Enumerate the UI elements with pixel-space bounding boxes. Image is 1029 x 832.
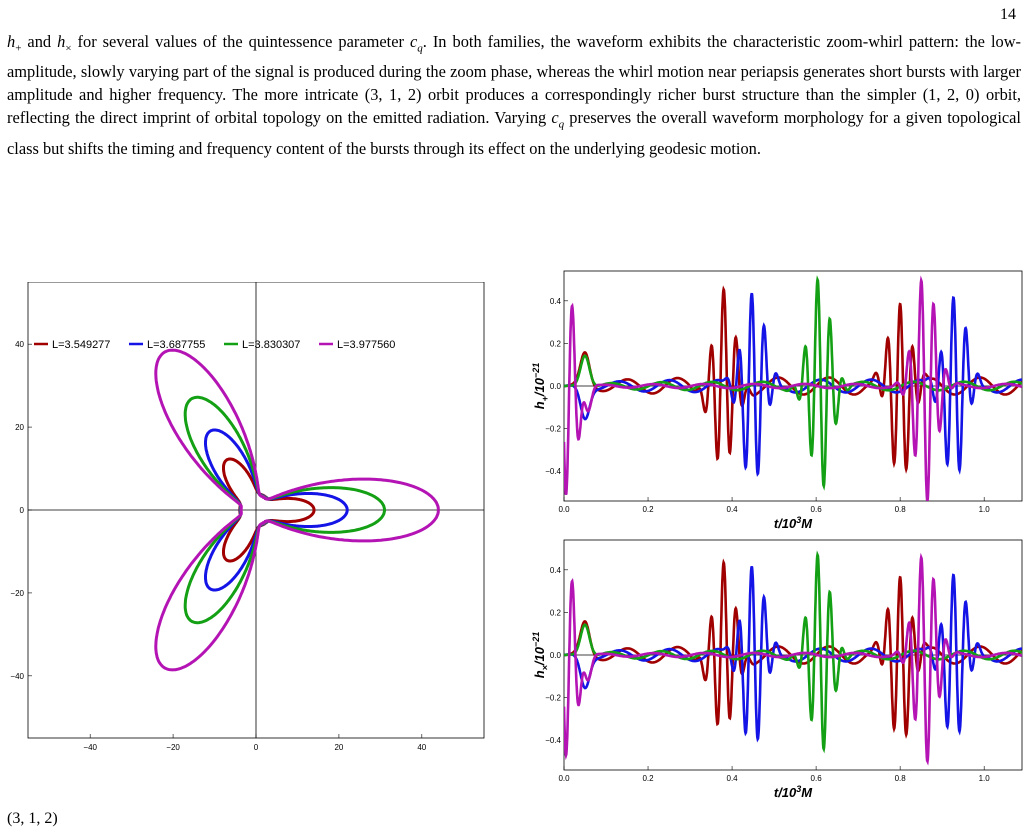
- figure-caption-fragment: (3, 1, 2): [7, 810, 58, 827]
- waveform-series-group: [564, 550, 1022, 766]
- orbit-y-tick-label: −40: [10, 672, 24, 681]
- waveform-x-axis-label: t/103M: [774, 784, 813, 800]
- waveform-x-tick-label: 0.2: [642, 774, 654, 783]
- waveform-y-tick-label: 0.2: [550, 608, 562, 617]
- orbit-series-group: [154, 348, 440, 672]
- orbit-x-tick-label: −40: [83, 743, 97, 752]
- legend-entry: L=3.549277: [52, 339, 110, 351]
- paragraph-segment: q: [558, 118, 565, 131]
- legend-entry: L=3.687755: [147, 339, 205, 351]
- orbit-x-tick-label: 0: [254, 743, 259, 752]
- waveform-y-tick-label: 0.2: [550, 339, 562, 348]
- orbit-x-tick-label: −20: [166, 743, 180, 752]
- orbit-x-tick-label: 40: [417, 743, 426, 752]
- waveform-x-tick-label: 0.4: [727, 774, 739, 783]
- waveform-series-4: [564, 552, 1022, 766]
- waveform-y-tick-label: −0.4: [545, 467, 561, 476]
- orbit-y-tick-label: 20: [15, 423, 24, 432]
- legend-entry: L=3.830307: [242, 339, 300, 351]
- waveform-x-tick-label: 0.0: [558, 505, 570, 514]
- orbit-y-tick-label: 40: [15, 340, 24, 349]
- waveform-x-axis-label: t/103M: [774, 515, 813, 531]
- paragraph-segment: preserves the overall waveform morpholog…: [7, 108, 1021, 158]
- waveform-y-tick-label: −0.2: [545, 694, 561, 703]
- waveform-series-4: [564, 275, 1022, 501]
- waveform-x-tick-label: 0.4: [727, 505, 739, 514]
- orbit-plot: −40 −20 0 20 40 −40 −20 0 20 40 L=3.549277 L=3.6877…: [10, 282, 485, 752]
- waveform-x-tick-label: 0.8: [895, 774, 907, 783]
- paragraph-segment: for several values of the quintessence p…: [71, 32, 410, 51]
- waveform-x-tick-label: 1.0: [979, 774, 991, 783]
- waveform-y-axis-label: h×/10−21: [531, 632, 550, 679]
- waveform-y-tick-label: −0.4: [545, 736, 561, 745]
- waveform-y-tick-label: −0.2: [545, 425, 561, 434]
- waveform-y-tick-label: 0.0: [550, 382, 562, 391]
- waveform-x-tick-label: 0.8: [895, 505, 907, 514]
- waveform-x-tick-label: 0.6: [811, 774, 823, 783]
- waveform-x-tick-label: 0.0: [558, 774, 570, 783]
- waveform-x-tick-label: 0.6: [811, 505, 823, 514]
- paragraph-segment: q: [417, 42, 423, 55]
- h-cross-waveform-plot: 0.0 0.2 0.4 0.6 0.8 1.0 0.4 0.2 0.0 −0.2 −0.4 t/103…: [531, 539, 1023, 800]
- paragraph-segment: +: [15, 42, 22, 55]
- waveform-y-axis-label: h+/10−21: [531, 363, 550, 410]
- orbit-x-tick-label: 20: [334, 743, 343, 752]
- page-number: 14: [1000, 6, 1016, 23]
- waveform-y-tick-label: 0.4: [550, 566, 562, 575]
- body-paragraph: h+ and h× for several values of the quin…: [7, 30, 1021, 160]
- waveform-series-2: [564, 566, 1022, 743]
- waveform-y-tick-label: 0.4: [550, 297, 562, 306]
- waveform-x-tick-label: 0.2: [642, 505, 654, 514]
- h-plus-waveform-plot: 0.0 0.2 0.4 0.6 0.8 1.0 0.4 0.2 0.0 −0.2 −0.4 t/103…: [531, 270, 1023, 531]
- paragraph-segment: h: [7, 32, 16, 51]
- waveform-series-2: [564, 292, 1022, 477]
- waveform-series-group: [564, 275, 1022, 501]
- waveform-x-tick-label: 1.0: [979, 505, 991, 514]
- orbit-y-tick-label: −20: [10, 589, 24, 598]
- orbit-series-4: [154, 348, 440, 672]
- paragraph-segment: . In both families, the waveform exhibit…: [7, 32, 1021, 128]
- legend-entry: L=3.977560: [337, 339, 395, 351]
- waveform-y-tick-label: 0.0: [550, 651, 562, 660]
- paragraph-segment: ×: [65, 42, 72, 55]
- paragraph-segment: c: [409, 32, 418, 51]
- orbit-y-tick-label: 0: [20, 506, 25, 515]
- paragraph-segment: h: [57, 32, 66, 51]
- paragraph-segment: c: [551, 108, 559, 128]
- paragraph-segment: and: [21, 32, 58, 51]
